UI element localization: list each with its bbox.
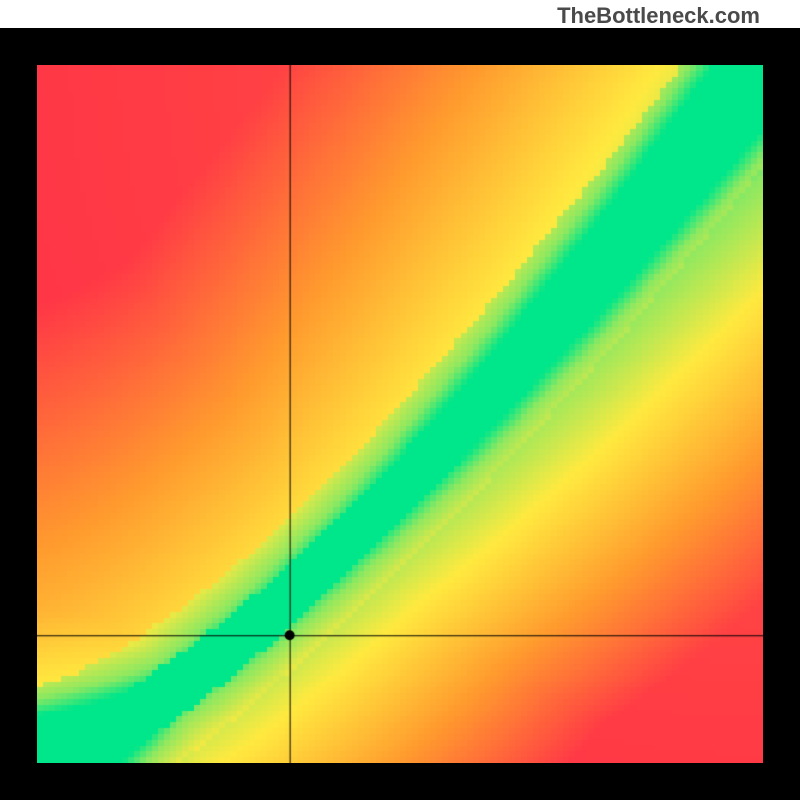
plot-area	[37, 65, 763, 763]
bottleneck-heatmap-canvas	[37, 65, 763, 763]
watermark-text: TheBottleneck.com	[557, 3, 760, 29]
